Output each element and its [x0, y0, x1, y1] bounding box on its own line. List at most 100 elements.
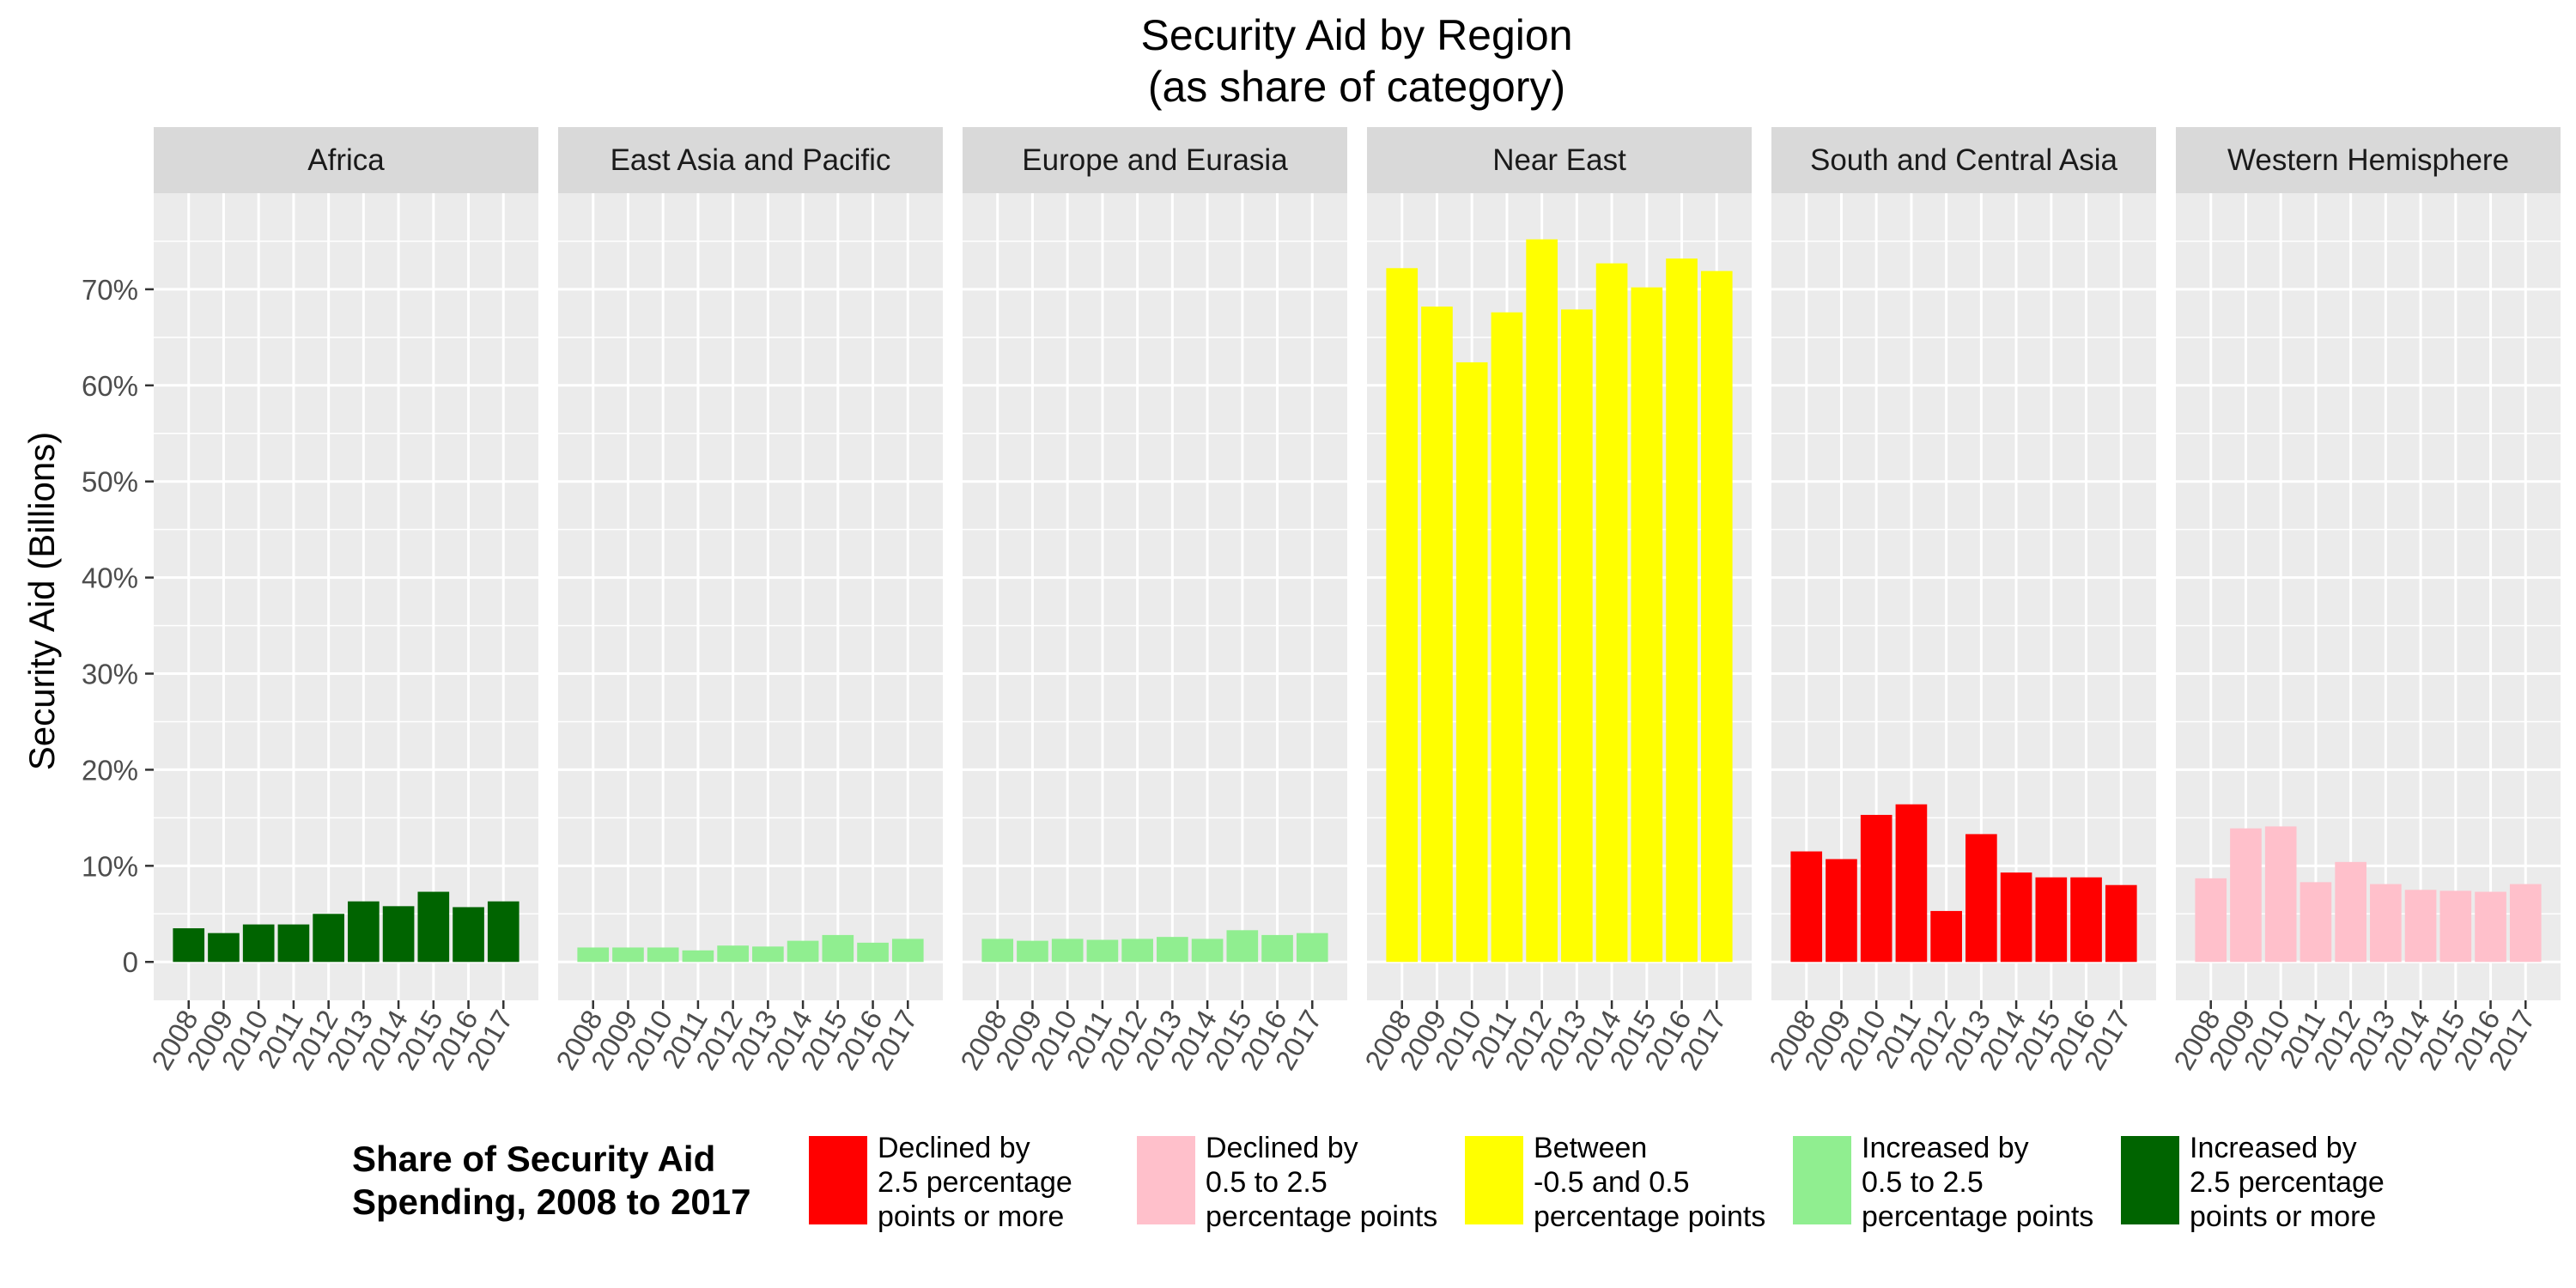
bar-2015 — [417, 891, 450, 963]
bar-2016 — [857, 942, 889, 963]
legend-label: -0.5 and 0.5 — [1534, 1166, 1689, 1199]
chart-title-line-1: Security Aid by Region — [1140, 11, 1572, 59]
panel-strip — [558, 127, 943, 193]
bar-2008 — [1386, 268, 1419, 963]
bar-2013 — [1965, 834, 1997, 963]
bar-2010 — [242, 924, 275, 963]
bar-2009 — [612, 947, 644, 963]
panel-background — [154, 193, 538, 1000]
bar-2015 — [822, 934, 854, 963]
legend-label: Declined by — [1206, 1132, 1358, 1164]
bar-2012 — [313, 914, 344, 963]
bar-2012 — [1526, 239, 1558, 963]
panel-strip — [963, 127, 1347, 193]
panel-3: Near East2008200920102011201220132014201… — [1358, 127, 1752, 1075]
panel-2: Europe and Eurasia2008200920102011201220… — [954, 127, 1347, 1075]
bar-2012 — [1121, 939, 1153, 963]
bar-2014 — [1191, 939, 1224, 963]
bar-2015 — [1226, 930, 1259, 963]
bar-2015 — [2035, 877, 2068, 963]
bar-2009 — [1421, 307, 1453, 963]
legend-label: points or more — [878, 1200, 1064, 1233]
bar-2009 — [1826, 859, 1857, 963]
bar-2012 — [1930, 910, 1962, 963]
panel-title: Europe and Eurasia — [1022, 143, 1288, 177]
panel-strip — [154, 127, 538, 193]
legend-title-line-2: Spending, 2008 to 2017 — [352, 1182, 751, 1222]
bar-2010 — [1455, 361, 1488, 963]
bar-2011 — [2300, 882, 2332, 963]
bar-2008 — [2195, 878, 2227, 963]
bar-2014 — [1595, 263, 1628, 963]
y-tick-label: 20% — [82, 754, 138, 786]
bar-2011 — [682, 950, 714, 963]
panel-strip — [1771, 127, 2156, 193]
legend-label: percentage points — [1534, 1200, 1765, 1233]
legend: Share of Security Aid Spending, 2008 to … — [352, 1132, 2385, 1233]
panel-1: East Asia and Pacific2008200920102011201… — [550, 127, 943, 1075]
y-tick-label: 10% — [82, 850, 138, 882]
panel-title: Africa — [307, 143, 385, 177]
legend-label: 2.5 percentage — [878, 1166, 1072, 1199]
bar-2011 — [1491, 312, 1523, 963]
panel-strip — [2176, 127, 2561, 193]
bar-2014 — [2404, 890, 2437, 963]
bar-2008 — [173, 928, 205, 963]
legend-key — [809, 1136, 867, 1224]
y-tick-label: 60% — [82, 370, 138, 402]
bar-2017 — [487, 901, 519, 963]
legend-key — [1137, 1136, 1195, 1224]
legend-label: Increased by — [2190, 1132, 2357, 1164]
panel-4: South and Central Asia200820092010201120… — [1763, 127, 2156, 1075]
bar-2013 — [348, 901, 380, 963]
panel-title: East Asia and Pacific — [611, 143, 891, 177]
bar-2011 — [1086, 939, 1119, 963]
legend-label: points or more — [2190, 1200, 2376, 1233]
bar-2008 — [577, 947, 610, 963]
y-axis: 0 10% 20% 30% 40% 50% 60% 70% — [82, 274, 154, 978]
bar-2016 — [2070, 877, 2102, 963]
legend-label: Increased by — [1862, 1132, 2029, 1164]
legend-label: Between — [1534, 1132, 1647, 1164]
panel-background — [963, 193, 1347, 1000]
bar-2017 — [2509, 884, 2542, 963]
y-tick-label: 50% — [82, 466, 138, 498]
facet-panels: Africa2008200920102011201220132014201520… — [145, 127, 2561, 1075]
bar-2016 — [1666, 258, 1698, 963]
legend-label: 0.5 to 2.5 — [1862, 1166, 1984, 1199]
bar-2014 — [787, 940, 819, 963]
legend-label: percentage points — [1862, 1200, 2093, 1233]
bar-2017 — [1296, 933, 1328, 963]
bar-2017 — [2105, 884, 2137, 963]
legend-label: 0.5 to 2.5 — [1206, 1166, 1327, 1199]
panel-background — [558, 193, 943, 1000]
bar-2016 — [453, 907, 484, 963]
panel-title: Western Hemisphere — [2227, 143, 2509, 177]
legend-key — [1465, 1136, 1523, 1224]
chart-title-line-2: (as share of category) — [1148, 63, 1565, 111]
panel-0: Africa2008200920102011201220132014201520… — [145, 127, 538, 1075]
bar-2012 — [2335, 861, 2366, 963]
panel-strip — [1367, 127, 1752, 193]
y-axis-title: Security Aid (Billions) — [21, 432, 62, 770]
bar-2013 — [1561, 309, 1593, 963]
y-tick-label: 70% — [82, 274, 138, 306]
bar-2016 — [1261, 934, 1293, 963]
bar-2015 — [1631, 287, 1663, 963]
panel-title: Near East — [1492, 143, 1626, 177]
bar-2011 — [1895, 804, 1928, 963]
legend-title-line-1: Share of Security Aid — [352, 1139, 715, 1179]
legend-key — [1793, 1136, 1851, 1224]
bar-2009 — [208, 933, 240, 963]
bar-2009 — [1017, 940, 1048, 963]
panel-5: Western Hemisphere2008200920102011201220… — [2167, 127, 2561, 1075]
legend-key — [2121, 1136, 2179, 1224]
y-tick-label: 0 — [123, 946, 138, 978]
panel-title: South and Central Asia — [1810, 143, 2118, 177]
